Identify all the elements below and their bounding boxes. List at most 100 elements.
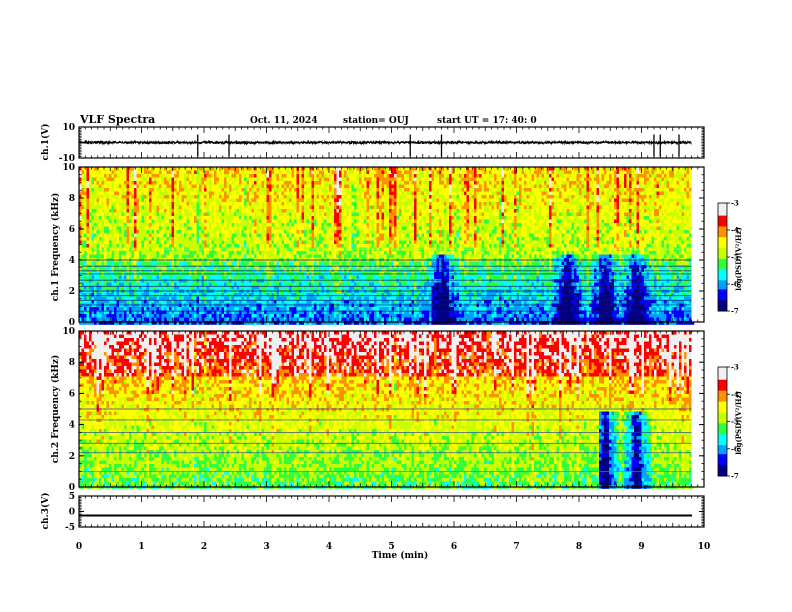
spectrogram-cell [332,283,335,287]
spectrogram-cell [127,279,130,283]
spectrogram-cell [82,209,85,213]
spectrogram-cell [289,223,292,227]
spectrogram-cell [264,283,267,287]
spectrogram-cell [242,185,245,189]
spectrogram-cell [149,178,152,182]
spectrogram-cell [107,206,110,210]
spectrogram-cell [267,171,270,175]
spectrogram-cell [174,185,177,189]
spectrogram-cell [92,178,95,182]
spectrogram-cell [162,223,165,227]
spectrogram-cell [112,255,115,259]
spectrogram-cell [134,307,137,311]
spectrogram-cell [189,202,192,206]
spectrogram-cell [284,262,287,266]
spectrogram-cell [282,244,285,248]
spectrogram-cell [132,314,135,318]
spectrogram-cell [194,318,197,322]
spectrogram-cell [317,178,320,182]
spectrogram-cell [277,181,280,185]
spectrogram-cell [149,230,152,234]
spectrogram-cell [107,209,110,213]
spectrogram-cell [299,276,302,280]
spectrogram-cell [294,174,297,178]
spectrogram-cell [97,220,100,224]
spectrogram-cell [189,195,192,199]
spectrogram-cell [244,255,247,259]
spectrogram-cell [249,202,252,206]
spectrogram-cell [249,185,252,189]
spectrogram-cell [172,223,175,227]
spectrogram-cell [332,230,335,234]
spectrogram-cell [214,262,217,266]
spectrogram-cell [254,251,257,255]
spectrogram-cell [314,251,317,255]
spectrogram-cell [304,209,307,213]
spectrogram-cell [247,223,250,227]
spectrogram-cell [284,276,287,280]
spectrogram-cell [109,265,112,269]
spectrogram-cell [137,220,140,224]
spectrogram-cell [272,307,275,311]
spectrogram-cell [124,227,127,231]
spectrogram-cell [294,255,297,259]
spectrogram-cell [207,195,210,199]
spectrogram-cell [317,188,320,192]
spectrogram-cell [214,216,217,220]
spectrogram-cell [337,293,340,297]
spectrogram-cell [204,223,207,227]
spectrogram-cell [134,297,137,301]
spectrogram-cell [119,255,122,259]
spectrogram-cell [292,230,295,234]
spectrogram-cell [319,171,322,175]
spectrogram-cell [342,185,345,189]
spectrogram-cell [114,178,117,182]
spectrogram-cell [89,220,92,224]
spectrogram-cell [327,202,330,206]
spectrogram-cell [224,174,227,178]
spectrogram-cell [242,213,245,217]
spectrogram-cell [149,181,152,185]
spectrogram-cell [107,279,110,283]
spectrogram-cell [329,227,332,231]
spectrogram-cell [242,192,245,196]
spectrogram-cell [282,192,285,196]
spectrogram-cell [209,293,212,297]
spectrogram-cell [339,293,342,297]
spectrogram-cell [112,293,115,297]
spectrogram-cell [274,171,277,175]
spectrogram-cell [209,241,212,245]
spectrogram-cell [97,213,100,217]
spectrogram-cell [249,230,252,234]
spectrogram-cell [254,192,257,196]
spectrogram-cell [217,171,220,175]
spectrogram-cell [162,234,165,238]
spectrogram-cell [289,181,292,185]
spectrogram-cell [187,276,190,280]
spectrogram-cell [199,265,202,269]
spectrogram-cell [239,185,242,189]
spectrogram-cell [247,244,250,248]
spectrogram-cell [262,297,265,301]
spectrogram-cell [187,265,190,269]
spectrogram-cell [239,251,242,255]
spectrogram-cell [274,276,277,280]
spectrogram-cell [317,213,320,217]
spectrogram-cell [182,216,185,220]
spectrogram-cell [267,234,270,238]
spectrogram-cell [209,206,212,210]
spectrogram-cell [242,199,245,203]
spectrogram-cell [177,262,180,266]
spectrogram-cell [209,227,212,231]
spectrogram-cell [324,216,327,220]
spectrogram-cell [147,241,150,245]
spectrogram-cell [319,230,322,234]
spectrogram-cell [204,276,207,280]
spectrogram-cell [257,251,260,255]
spectrogram-cell [277,237,280,241]
spectrogram-cell [179,206,182,210]
spectrogram-cell [104,265,107,269]
spectrogram-cell [164,314,167,318]
spectrogram-cell [82,216,85,220]
spectrogram-cell [129,251,132,255]
